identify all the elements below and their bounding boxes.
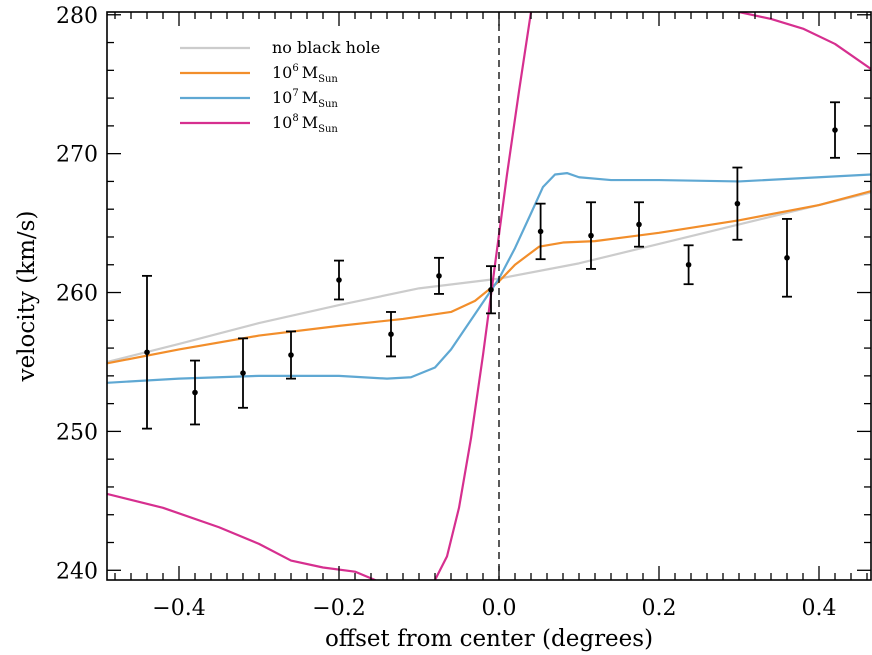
data-point (486, 265, 496, 315)
legend-entry: 106 MSun (180, 63, 338, 85)
model-curves (107, 12, 871, 580)
legend-label: 108 MSun (272, 113, 338, 135)
x-tick-label: −0.4 (152, 596, 205, 621)
legend-label: 107 MSun (272, 88, 338, 110)
data-point (386, 311, 396, 358)
series-line-1 (107, 190, 871, 365)
legend-label: no black hole (272, 38, 380, 57)
data-point (683, 244, 694, 286)
data-point (434, 256, 444, 295)
x-tick-label: 0.2 (642, 596, 677, 621)
data-marker (192, 389, 198, 396)
y-tick-labels: 240 250 260 270 280 (56, 4, 98, 585)
data-point (334, 259, 344, 301)
legend: no black hole 106 MSun 107 MSun 108 MSun (180, 38, 380, 135)
data-marker (336, 277, 342, 283)
data-point (732, 166, 743, 241)
measurement-errorbars (142, 101, 840, 430)
y-tick-label: 280 (56, 4, 98, 29)
data-marker (488, 286, 494, 293)
data-marker (288, 352, 294, 358)
data-point (535, 202, 546, 261)
data-marker (636, 221, 642, 228)
data-marker (436, 273, 442, 279)
series-line-3-seg2 (737, 12, 871, 71)
y-tick-label: 270 (56, 143, 98, 168)
y-tick-label: 250 (56, 420, 98, 445)
data-marker (537, 228, 544, 235)
legend-entry: 108 MSun (180, 113, 338, 135)
data-point (190, 359, 200, 426)
legend-label: 106 MSun (272, 63, 338, 85)
legend-entry: 107 MSun (180, 88, 338, 110)
data-marker (734, 200, 741, 207)
data-point (586, 201, 596, 270)
series-line-2 (107, 172, 871, 384)
data-marker (685, 261, 692, 268)
data-marker (784, 255, 790, 261)
plot-frame (106, 11, 872, 581)
data-marker (588, 232, 594, 239)
x-tick-labels: −0.4 −0.2 0.0 0.2 0.4 (152, 596, 836, 621)
series-line-3-seg0 (107, 492, 377, 580)
y-tick-label: 240 (56, 559, 98, 584)
data-point (238, 337, 248, 409)
data-point (830, 101, 840, 159)
y-tick-label: 260 (56, 282, 98, 307)
x-tick-label: 0.4 (802, 596, 837, 621)
data-point (286, 330, 296, 380)
data-marker (388, 331, 394, 337)
data-marker (240, 370, 246, 376)
y-axis-label: velocity (km/s) (14, 211, 40, 383)
x-axis-label: offset from center (degrees) (325, 626, 653, 652)
x-tick-label: −0.2 (312, 596, 365, 621)
data-point (142, 274, 152, 430)
data-point (634, 201, 644, 248)
data-point (782, 218, 792, 298)
axis-ticks (107, 12, 871, 580)
series-line-3-seg1 (433, 12, 533, 580)
data-marker (144, 349, 150, 356)
data-marker (832, 127, 838, 133)
legend-entry: no black hole (180, 38, 380, 57)
x-tick-label: 0.0 (482, 596, 517, 621)
